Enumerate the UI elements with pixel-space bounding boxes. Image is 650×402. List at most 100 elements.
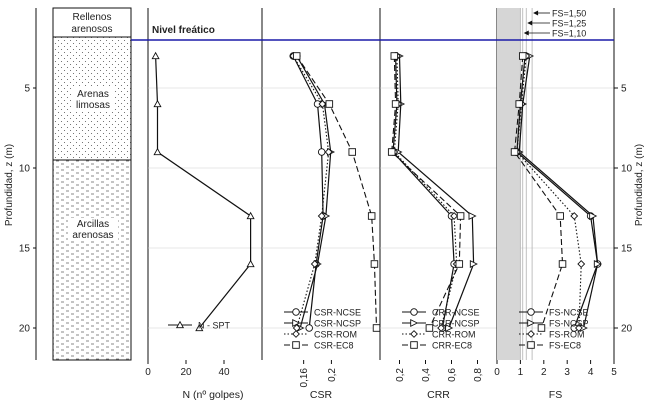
data-point <box>246 259 255 268</box>
series-line <box>296 55 378 329</box>
data-point <box>195 323 204 332</box>
data-point <box>468 211 477 221</box>
series-crr-ec8 <box>387 52 465 332</box>
threshold-arrowhead <box>527 20 533 26</box>
legend-marker <box>527 341 535 349</box>
series-line <box>516 55 582 329</box>
series-line <box>393 55 458 329</box>
x-tick-label: 1 <box>518 367 524 378</box>
series-csr-ec8 <box>292 52 381 332</box>
soil-label-arenas-2: limosas <box>76 100 110 111</box>
data-point <box>469 259 478 269</box>
legend-marker <box>410 341 418 349</box>
legend-marker <box>292 318 301 328</box>
soil-label-arcillas-1: Arcillas <box>77 219 109 230</box>
series-line <box>513 55 564 329</box>
legend-label: CRR-EC8 <box>432 341 472 351</box>
data-point <box>558 260 567 268</box>
series-line <box>397 55 475 329</box>
series-line <box>392 55 455 329</box>
data-point <box>310 260 319 268</box>
data-point <box>151 51 160 60</box>
soil-column: Rellenos arenosos Arenas limosas Arcilla… <box>52 7 132 361</box>
data-point <box>153 99 162 108</box>
series-n-spt <box>151 51 255 332</box>
data-point <box>246 211 255 220</box>
threshold-label: FS=1,50 <box>552 9 586 19</box>
legend-label: N - SPT <box>198 321 231 331</box>
data-point <box>325 100 334 108</box>
water-table-label: Nivel freático <box>152 25 215 36</box>
series-fs-ec8 <box>510 52 567 332</box>
data-point <box>589 211 598 221</box>
depth-axis-label-left: Profundidad, z (m) <box>4 144 15 226</box>
legend-marker <box>527 318 536 328</box>
depth-tick-label-left: 20 <box>19 324 31 335</box>
data-point <box>390 52 399 60</box>
x-tick-label: 0,16 <box>299 368 310 388</box>
legend-label: FS-NCSP <box>549 319 589 329</box>
x-tick-label: 40 <box>218 367 230 378</box>
data-point <box>556 212 564 220</box>
legend-label: CRR-NCSE <box>432 308 480 318</box>
depth-tick-label-right: 20 <box>621 324 633 335</box>
series-line <box>155 55 252 329</box>
data-point <box>372 324 381 332</box>
depth-tick-label-right: 10 <box>621 164 633 175</box>
series-line <box>292 55 330 329</box>
depth-tick-label-right: 5 <box>621 84 627 95</box>
soil-label-rellenos-2: arenosos <box>71 24 112 35</box>
soil-label-rellenos-1: Rellenos <box>73 12 112 23</box>
legend-marker <box>292 341 300 349</box>
data-point <box>437 324 446 332</box>
data-point <box>570 212 579 220</box>
data-point <box>348 148 356 156</box>
x-tick-label: 0,8 <box>473 368 484 382</box>
legend-marker <box>527 308 535 316</box>
depth-tick-label-left: 10 <box>19 164 31 175</box>
legend-label: CRR-ROM <box>432 330 476 340</box>
legend-label: CSR-NCSP <box>314 319 361 329</box>
x-axis-label-crr: CRR <box>427 389 450 401</box>
legend-spt: N - SPT <box>168 321 231 331</box>
x-tick-label: 0 <box>494 367 500 378</box>
x-tick-label: 3 <box>564 367 570 378</box>
series-crr-ncsp <box>394 51 478 333</box>
series-line <box>518 55 599 329</box>
legend-marker <box>527 330 535 338</box>
depth-tick-label-right: 15 <box>621 244 633 255</box>
legend-label: FS-NCSE <box>549 308 589 318</box>
soil-layer-arcillas <box>52 159 132 361</box>
x-tick-label: 20 <box>180 367 192 378</box>
series-fs-ncse <box>513 52 602 332</box>
threshold-label: FS=1,25 <box>552 19 586 29</box>
data-point <box>593 259 602 269</box>
data-point <box>292 52 301 60</box>
series-line <box>516 55 599 329</box>
x-tick-label: 0,6 <box>447 368 458 382</box>
legend-marker <box>410 318 419 328</box>
x-axis-label-csr: CSR <box>310 389 333 401</box>
x-tick-label: 0,4 <box>421 368 432 382</box>
legend-marker <box>175 320 185 329</box>
data-point <box>445 323 454 333</box>
data-point <box>450 212 459 220</box>
data-point <box>317 148 326 156</box>
fs-shaded-zone <box>497 8 521 360</box>
threshold-label: FS=1,10 <box>552 29 586 39</box>
data-point <box>317 212 326 220</box>
data-point <box>387 148 396 156</box>
legend-label: FS-EC8 <box>549 341 581 351</box>
threshold-arrowhead <box>533 10 539 16</box>
data-point <box>370 260 379 268</box>
legend-label: CSR-ROM <box>314 330 357 340</box>
depth-tick-label-left: 15 <box>19 244 31 255</box>
data-point <box>515 100 523 108</box>
series-csr-ncse <box>289 52 327 332</box>
